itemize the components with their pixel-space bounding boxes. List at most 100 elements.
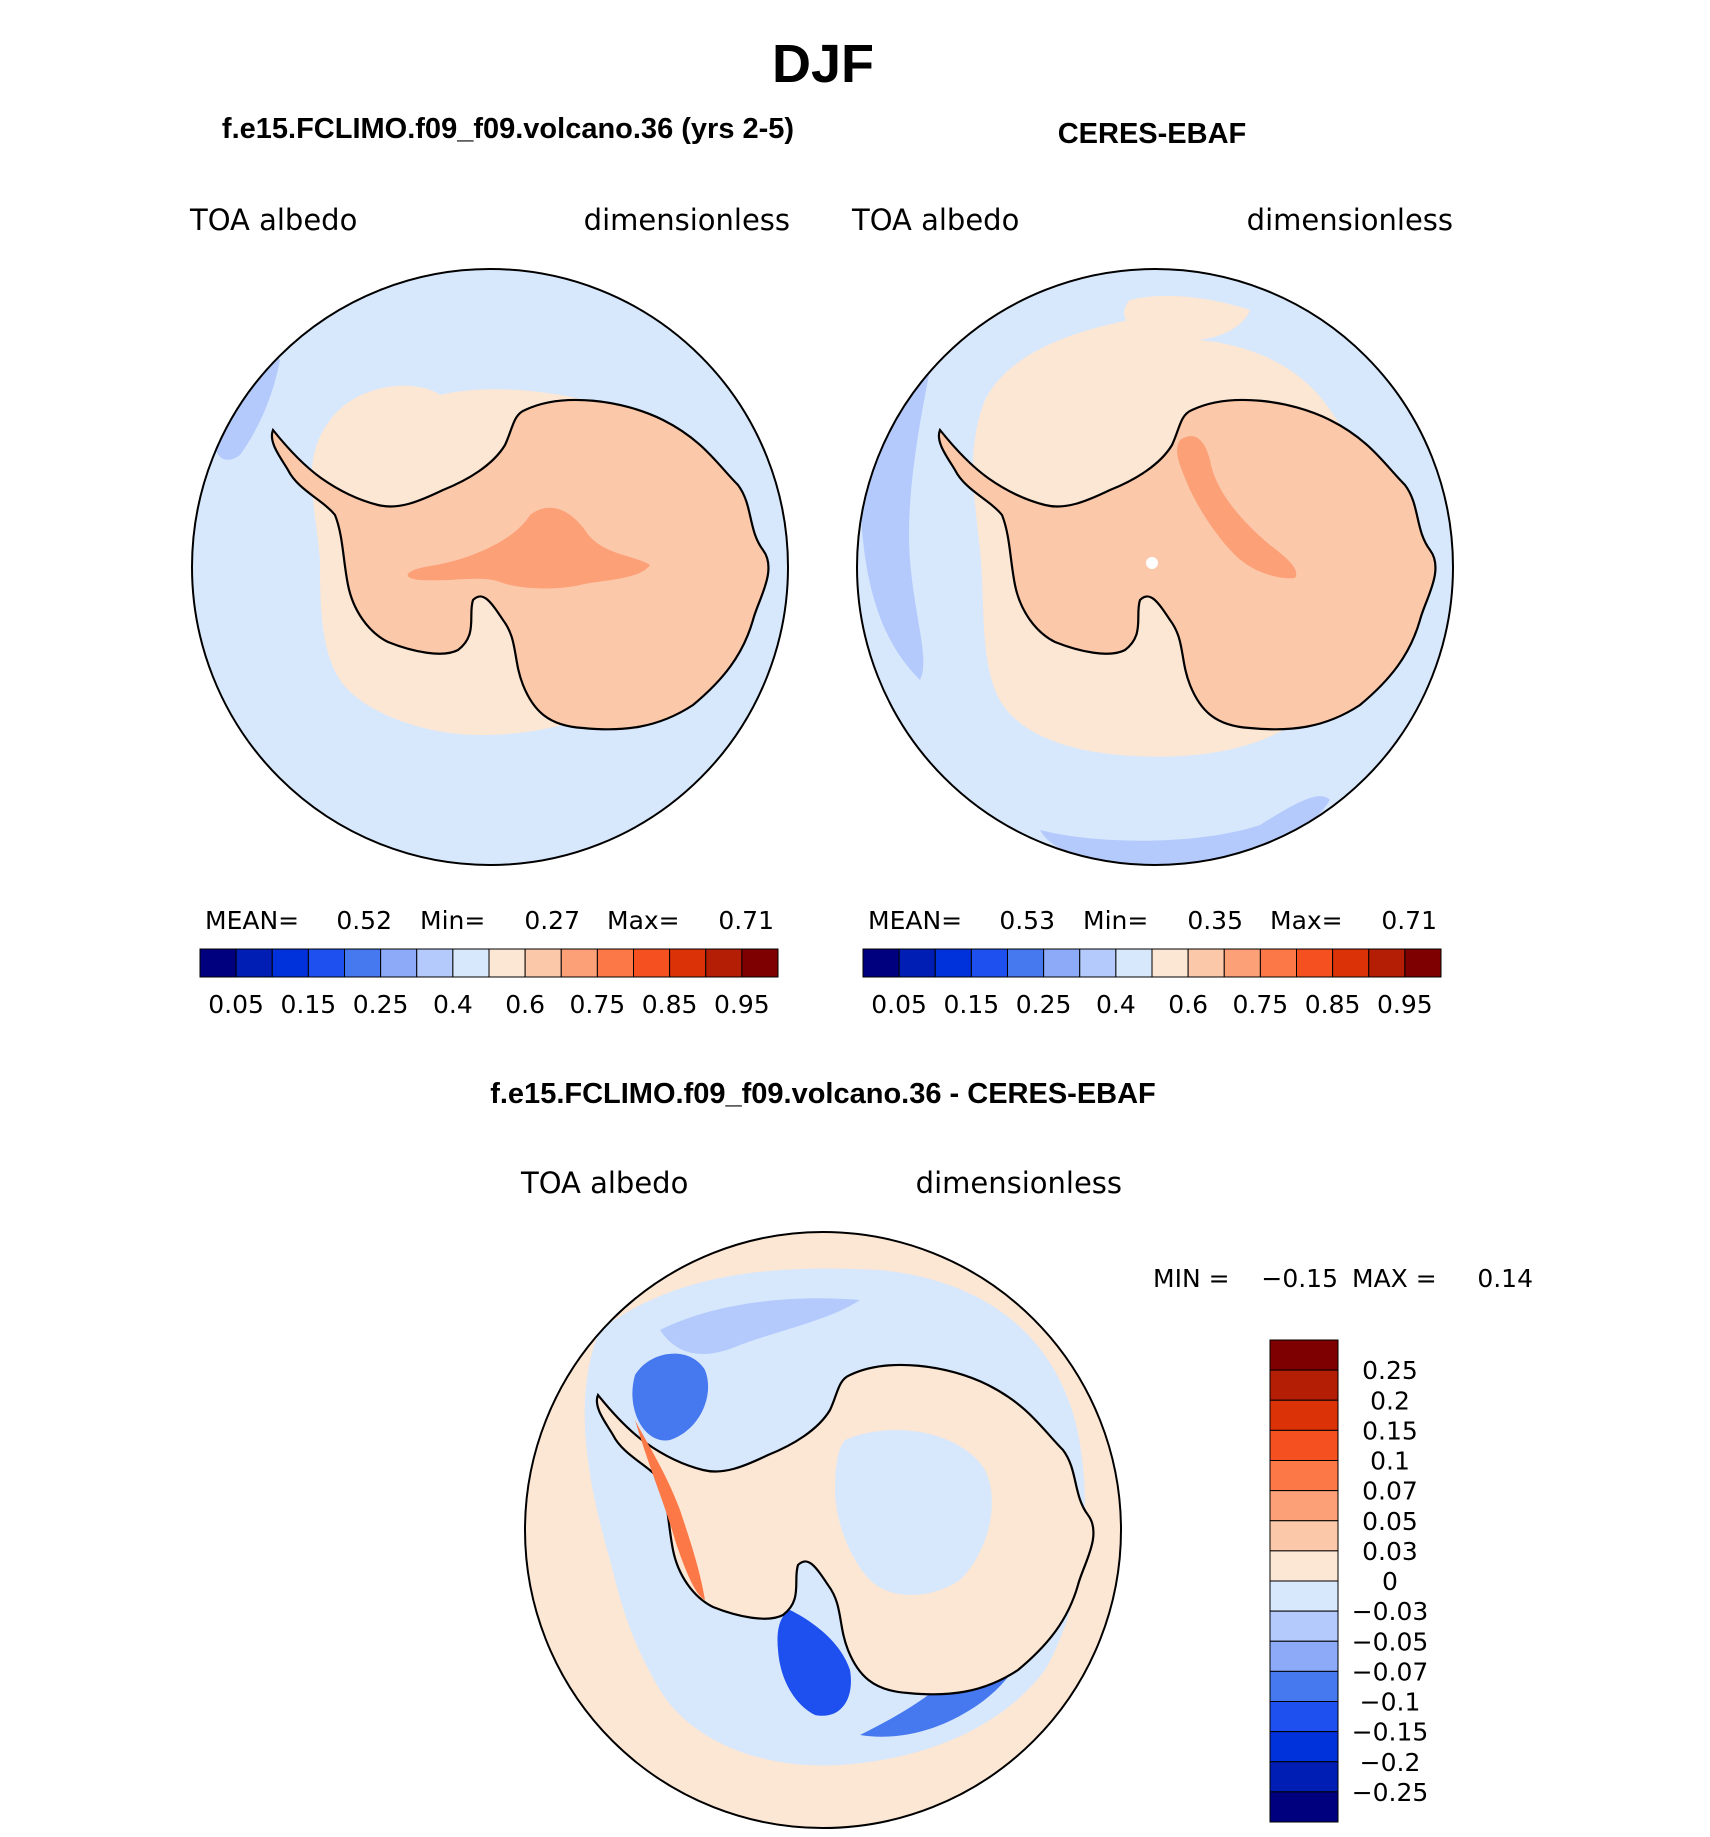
colorbar-tick-label: 0.05 — [208, 990, 264, 1019]
colorbar-tick-label: 0.15 — [281, 990, 337, 1019]
panel-diff-variable: TOA albedo — [520, 1166, 688, 1200]
panel-obs-variable: TOA albedo — [851, 203, 1019, 237]
panel-obs-units: dimensionless — [1247, 203, 1453, 237]
colorbar-tick-label: 0.07 — [1362, 1477, 1418, 1506]
diff-max-label: MAX = — [1352, 1264, 1437, 1293]
map-model — [192, 269, 788, 865]
colorbar-swatch — [1269, 1701, 1339, 1733]
colorbar-tick-label: 0.85 — [1305, 990, 1361, 1019]
colorbar-swatch — [1269, 1460, 1339, 1492]
colorbar-tick-label: 0.1 — [1370, 1447, 1410, 1476]
colorbar-swatch — [596, 948, 634, 978]
panel-obs-min-label: Min= — [1083, 906, 1148, 935]
colorbar-tick-label: −0.25 — [1352, 1778, 1429, 1807]
panel-obs-mean: 0.53 — [999, 906, 1055, 935]
map-obs-border — [856, 268, 1454, 866]
colorbar-swatch — [1404, 948, 1442, 978]
colorbar-swatch — [1007, 948, 1045, 978]
colorbar-tick-label: −0.1 — [1360, 1688, 1421, 1717]
map-diff-blue-ross — [777, 1610, 851, 1716]
colorbar-swatch — [898, 948, 936, 978]
colorbar-swatch — [1269, 1550, 1339, 1582]
panel-model-units: dimensionless — [584, 203, 790, 237]
colorbar-swatch — [633, 948, 671, 978]
panel-model-min: 0.27 — [524, 906, 580, 935]
diff-min-value: −0.15 — [1261, 1264, 1338, 1293]
colorbar-model: 0.05 0.15 0.25 0.4 0.6 0.75 0.85 0.95 — [199, 948, 779, 1019]
colorbar-swatch — [1187, 948, 1225, 978]
colorbar-swatch — [1269, 1339, 1339, 1371]
colorbar-tick-label: 0.85 — [642, 990, 698, 1019]
colorbar-swatch — [1151, 948, 1189, 978]
colorbar-swatch — [1269, 1580, 1339, 1612]
panel-diff-units: dimensionless — [916, 1166, 1122, 1200]
panel-obs-max: 0.71 — [1381, 906, 1437, 935]
panel-model-mean-label: MEAN= — [205, 906, 299, 935]
colorbar-swatch — [1223, 948, 1261, 978]
map-diff-red-peninsula — [635, 1420, 705, 1600]
panel-diff-header: f.e15.FCLIMO.f09_f09.volcano.36 - CERES-… — [490, 1078, 1156, 1110]
colorbar-swatch — [1269, 1429, 1339, 1461]
panel-model-max: 0.71 — [718, 906, 774, 935]
map-obs-pole-spot — [1146, 557, 1158, 569]
colorbar-tick-label: −0.05 — [1352, 1627, 1429, 1656]
map-obs-sea-ice-north — [1124, 295, 1250, 342]
colorbar-swatch — [741, 948, 779, 978]
colorbar-swatch — [560, 948, 598, 978]
colorbar-tick-label: 0.95 — [714, 990, 770, 1019]
panel-model: f.e15.FCLIMO.f09_f09.volcano.36 (yrs 2-5… — [189, 113, 794, 1019]
colorbar-swatch — [1115, 948, 1153, 978]
colorbar-tick-label: −0.03 — [1352, 1597, 1429, 1626]
page-title: DJF — [772, 34, 874, 94]
diff-max-value: 0.14 — [1477, 1264, 1533, 1293]
colorbar-tick-label: 0 — [1382, 1567, 1398, 1596]
colorbar-tick-label: −0.15 — [1352, 1718, 1429, 1747]
colorbar-swatch — [235, 948, 273, 978]
colorbar-swatch — [934, 948, 972, 978]
colorbar-swatch — [1043, 948, 1081, 978]
colorbar-tick-label: 0.6 — [1168, 990, 1208, 1019]
colorbar-swatch — [1269, 1399, 1339, 1431]
colorbar-tick-label: −0.2 — [1360, 1748, 1421, 1777]
colorbar-tick-label: 0.25 — [1016, 990, 1072, 1019]
colorbar-tick-label: 0.15 — [1362, 1416, 1418, 1445]
colorbar-swatch — [1269, 1791, 1339, 1823]
colorbar-swatch — [199, 948, 237, 978]
colorbar-tick-label: −0.07 — [1352, 1657, 1429, 1686]
diff-min-label: MIN = — [1153, 1264, 1230, 1293]
map-model-high-albedo — [407, 507, 650, 589]
colorbar-tick-label: 0.15 — [944, 990, 1000, 1019]
colorbar-swatch — [452, 948, 490, 978]
colorbar-tick-label: 0.03 — [1362, 1537, 1418, 1566]
map-obs — [857, 269, 1453, 865]
colorbar-tick-label: 0.4 — [433, 990, 473, 1019]
map-diff-blue-west — [632, 1353, 709, 1441]
panel-obs-min: 0.35 — [1187, 906, 1243, 935]
colorbar-tick-label: 0.05 — [1362, 1507, 1418, 1536]
colorbar-tick-label: 0.25 — [353, 990, 409, 1019]
map-model-border — [191, 268, 789, 866]
map-diff-blue-north — [660, 1298, 860, 1355]
colorbar-swatch — [1368, 948, 1406, 978]
colorbar-obs: 0.05 0.15 0.25 0.4 0.6 0.75 0.85 0.95 — [862, 948, 1442, 1019]
panel-obs: CERES-EBAF TOA albedo dimensionless MEAN… — [851, 118, 1454, 1019]
colorbar-swatch — [1269, 1520, 1339, 1552]
colorbar-swatch — [862, 948, 900, 978]
colorbar-tick-label: 0.6 — [505, 990, 545, 1019]
colorbar-swatch — [1269, 1610, 1339, 1642]
panel-obs-mean-label: MEAN= — [868, 906, 962, 935]
colorbar-swatch — [307, 948, 345, 978]
colorbar-swatch — [271, 948, 309, 978]
colorbar-tick-label: 0.05 — [871, 990, 927, 1019]
panel-model-max-label: Max= — [607, 906, 680, 935]
colorbar-swatch — [1259, 948, 1297, 978]
map-model-ocean-patch — [214, 353, 280, 460]
colorbar-diff: 0.250.20.150.10.070.050.030−0.03−0.05−0.… — [1269, 1339, 1429, 1823]
map-diff — [525, 1232, 1121, 1828]
panel-model-header: f.e15.FCLIMO.f09_f09.volcano.36 (yrs 2-5… — [222, 113, 794, 145]
colorbar-swatch — [1269, 1731, 1339, 1763]
colorbar-swatch — [1269, 1640, 1339, 1672]
colorbar-swatch — [970, 948, 1008, 978]
colorbar-swatch — [380, 948, 418, 978]
